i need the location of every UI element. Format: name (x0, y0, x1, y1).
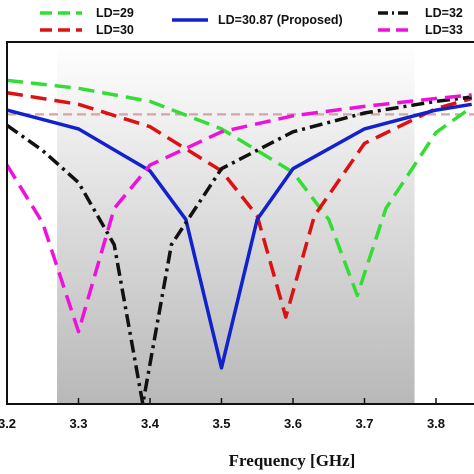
x-ticks: 3.2 3.3 3.4 3.5 3.6 3.7 3.8 (0, 398, 445, 431)
series-line-ld-30 (7, 90, 473, 319)
series-line-ld-29 (7, 78, 473, 298)
x-tick-label: 3.8 (427, 416, 445, 431)
shaded-band (57, 42, 415, 404)
legend-item-ld29: LD=29 (40, 6, 134, 20)
x-tick-label: 3.4 (141, 416, 160, 431)
legend-item-ld3087: LD=30.87 (Proposed) (172, 13, 343, 27)
x-tick-label: 3.6 (284, 416, 302, 431)
plot-frame (6, 41, 474, 405)
legend-label-ld3087: LD=30.87 (Proposed) (218, 13, 343, 27)
legend-label-ld32: LD=32 (425, 6, 463, 20)
legend-label-ld30: LD=30 (96, 23, 134, 37)
series-line-ld-32 (7, 95, 472, 404)
series-layer (7, 78, 473, 404)
x-tick-label: 3.7 (355, 416, 373, 431)
legend-item-ld33: LD=33 (378, 23, 463, 37)
x-tick-label: 3.5 (212, 416, 230, 431)
legend-item-ld32: LD=32 (378, 6, 463, 20)
legend-label-ld29: LD=29 (96, 6, 134, 20)
series-line-ld-30-87-proposed (7, 102, 472, 370)
series-line-ld-33 (7, 93, 472, 334)
x-tick-label: 3.2 (0, 416, 16, 431)
legend-item-ld30: LD=30 (40, 23, 134, 37)
legend-label-ld33: LD=33 (425, 23, 463, 37)
plot-area: 3.2 3.3 3.4 3.5 3.6 3.7 3.8 (0, 41, 474, 431)
x-tick-label: 3.3 (69, 416, 87, 431)
legend: LD=29 LD=30 LD=30.87 (Proposed) LD=32 LD… (40, 6, 463, 37)
x-axis-title: Frequency [GHz] (229, 451, 356, 470)
